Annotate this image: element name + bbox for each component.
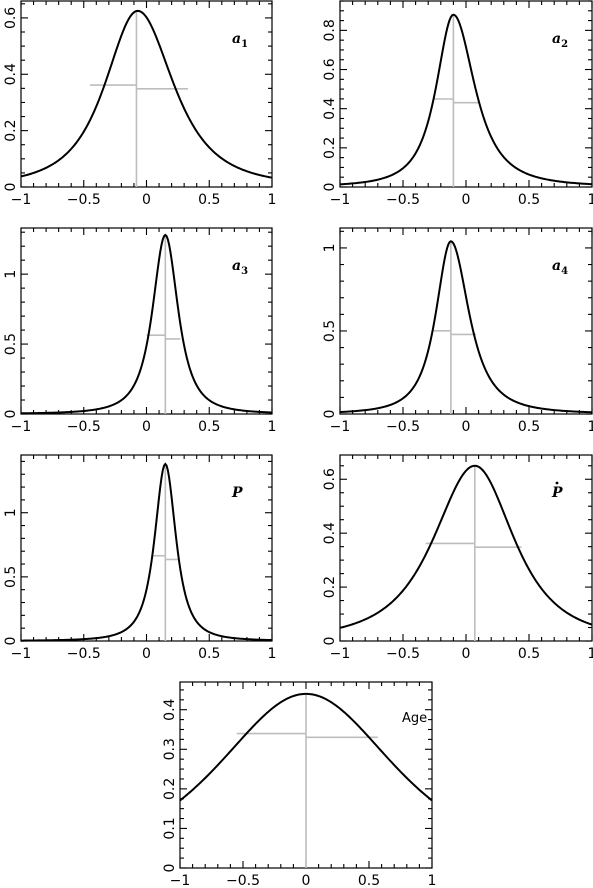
panel-label-subscript: 1 <box>241 39 248 50</box>
x-tick-label: −1 <box>330 192 351 208</box>
plot-frame <box>339 0 593 188</box>
x-tick-label: 0.5 <box>518 419 540 435</box>
x-tick-label: 0 <box>142 192 151 208</box>
dot-accent <box>555 481 559 485</box>
y-tick-label: 1 <box>322 243 338 252</box>
y-tick-label: 0.4 <box>322 97 338 119</box>
x-tick-label: 0.5 <box>198 646 220 662</box>
density-curve <box>20 233 273 415</box>
x-tick-label: −1 <box>11 419 32 435</box>
y-tick-label: 0.2 <box>322 137 338 159</box>
x-tick-label: 0 <box>142 419 151 435</box>
y-tick-label: 0 <box>3 183 19 192</box>
x-tick-label: 0.5 <box>518 646 540 662</box>
y-tick-label: 0.2 <box>162 778 178 800</box>
panel-5: −1 −0.5 0 0.5 1 0 0.5 1 P <box>3 454 277 662</box>
x-tick-label: 0 <box>462 419 471 435</box>
x-tick-label: 0 <box>302 873 311 888</box>
y-tick-label: 0.4 <box>3 63 19 85</box>
x-tick-label: 0.5 <box>518 192 540 208</box>
x-tick-label: 0 <box>142 646 151 662</box>
plot-frame <box>20 227 273 415</box>
plot-frame <box>20 454 273 642</box>
y-tick-label: 0.3 <box>162 738 178 760</box>
y-tick-label: 0 <box>322 410 338 419</box>
y-tick-label: 0.6 <box>322 468 338 490</box>
x-tick-label: −1 <box>11 646 32 662</box>
x-tick-label: 1 <box>268 419 277 435</box>
y-tick-label: 0.8 <box>322 19 338 41</box>
x-tick-label: −0.5 <box>386 646 420 662</box>
y-tick-label: 1 <box>3 508 19 517</box>
panel-6: −1 −0.5 0 0.5 1 0 0.2 0.4 0.6 P <box>322 454 593 662</box>
x-tick-label: −0.5 <box>67 192 101 208</box>
density-curve <box>179 692 433 802</box>
panel-label: P <box>231 485 243 501</box>
panel-label: P <box>551 485 563 501</box>
density-curve <box>20 462 273 642</box>
density-curve <box>339 240 593 414</box>
x-tick-label: −1 <box>330 646 351 662</box>
x-tick-label: 0.5 <box>198 419 220 435</box>
x-tick-label: 1 <box>588 419 593 435</box>
density-curve <box>20 9 273 179</box>
x-tick-label: 1 <box>268 192 277 208</box>
x-tick-label: −1 <box>330 419 351 435</box>
panel-label: a2 <box>552 31 568 50</box>
x-tick-label: −0.5 <box>67 419 101 435</box>
y-tick-label: 0.1 <box>162 817 178 839</box>
x-tick-label: 0 <box>462 646 471 662</box>
y-tick-label: 0.2 <box>3 120 19 142</box>
x-tick-label: 1 <box>428 873 437 888</box>
panel-label-subscript: 4 <box>561 266 568 277</box>
panel-label-subscript: 3 <box>241 266 248 277</box>
x-tick-label: −1 <box>11 192 32 208</box>
x-tick-label: −1 <box>170 873 191 888</box>
density-curve <box>339 13 593 186</box>
x-tick-label: −0.5 <box>67 646 101 662</box>
y-tick-label: 0 <box>3 637 19 646</box>
y-tick-label: 0.2 <box>322 576 338 598</box>
y-tick-label: 0 <box>162 864 178 873</box>
y-tick-label: 0.5 <box>3 566 19 588</box>
y-tick-label: 0 <box>322 637 338 646</box>
panel-2: −1 −0.5 0 0.5 1 0 0.2 0.4 0.6 0.8 a2 <box>322 0 593 208</box>
y-tick-label: 0.6 <box>3 7 19 29</box>
x-tick-label: −0.5 <box>226 873 260 888</box>
y-tick-label: 1 <box>3 270 19 279</box>
panel-label: a4 <box>552 258 568 277</box>
y-tick-label: 0 <box>3 410 19 419</box>
panel-label: Age <box>402 711 427 726</box>
x-tick-label: −0.5 <box>386 192 420 208</box>
panel-label: a3 <box>232 258 248 277</box>
panel-label: a1 <box>232 31 248 50</box>
y-tick-label: 0 <box>322 183 338 192</box>
panel-7: −1 −0.5 0 0.5 1 0 0.1 0.2 0.3 0.4 Age <box>162 681 437 888</box>
density-curve <box>339 464 593 629</box>
x-tick-label: 1 <box>588 192 593 208</box>
x-tick-label: 0.5 <box>358 873 380 888</box>
y-tick-label: 0.4 <box>162 698 178 720</box>
y-tick-label: 0.5 <box>322 320 338 342</box>
y-tick-label: 0.4 <box>322 522 338 544</box>
x-tick-label: 1 <box>268 646 277 662</box>
x-tick-label: 1 <box>588 646 593 662</box>
panel-3: −1 −0.5 0 0.5 1 0 0.5 1 a3 <box>3 227 277 435</box>
y-tick-label: 0.6 <box>322 58 338 80</box>
panel-1: −1 −0.5 0 0.5 1 0 0.2 0.4 0.6 a1 <box>3 0 277 208</box>
x-tick-label: −0.5 <box>386 419 420 435</box>
panel-4: −1 −0.5 0 0.5 1 0 0.5 1 a4 <box>322 227 593 435</box>
panel-label-subscript: 2 <box>561 39 568 50</box>
x-tick-label: 0.5 <box>198 192 220 208</box>
y-tick-label: 0.5 <box>3 333 19 355</box>
plot-frame <box>339 227 593 415</box>
x-tick-label: 0 <box>462 192 471 208</box>
